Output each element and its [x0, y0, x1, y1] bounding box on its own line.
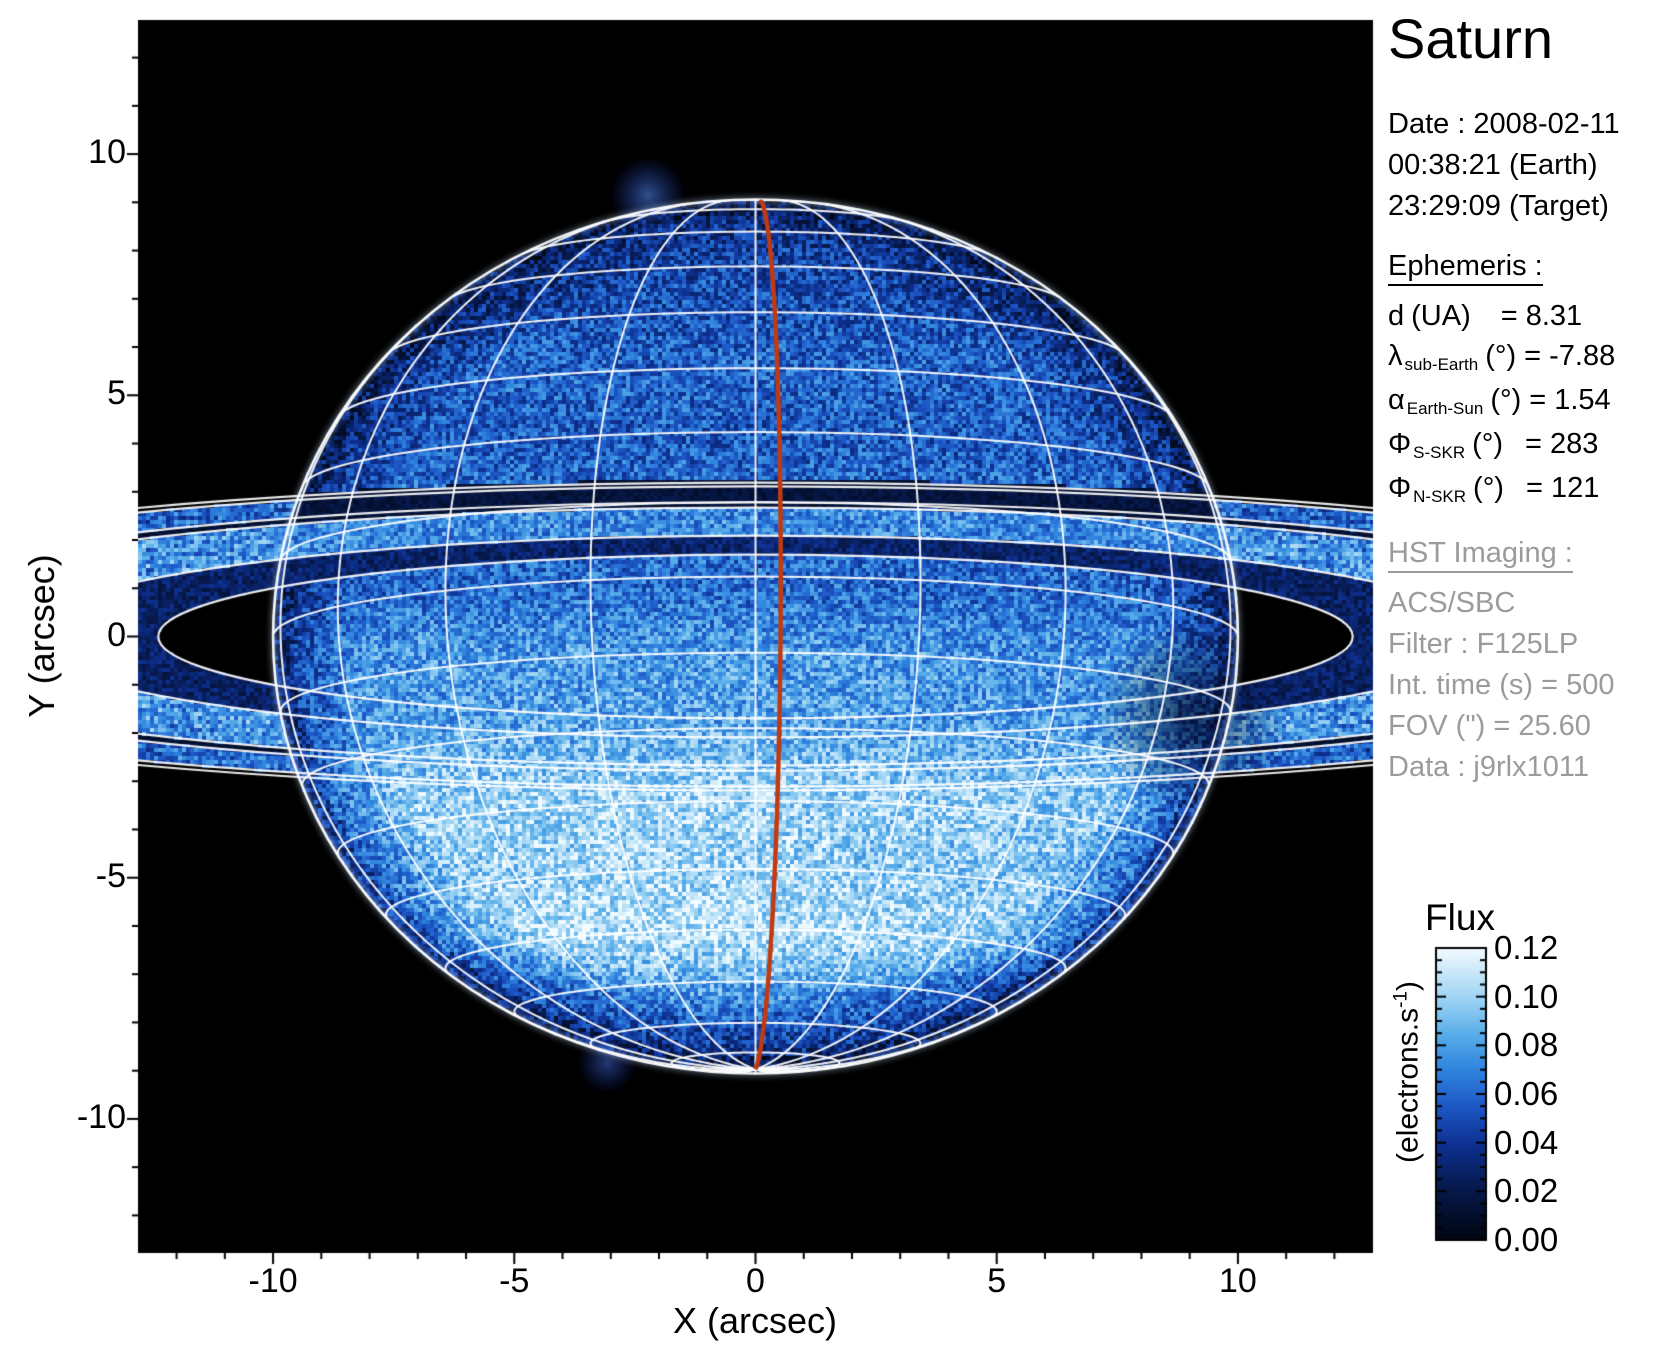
colorbar-tick-label: 0.02	[1494, 1172, 1559, 1210]
x-tick-label: 10	[1219, 1262, 1257, 1300]
obs-date: Date : 2008-02-11	[1388, 108, 1620, 140]
y-tick-label: -5	[95, 856, 126, 895]
ephemeris-row: α Earth-Sun (°) = 1.54	[1388, 384, 1611, 418]
ephemeris-heading: Ephemeris :	[1388, 249, 1543, 286]
hst-lines: ACS/SBC Filter : F125LP Int. time (s) = 50…	[1388, 583, 1670, 788]
hst-line: Data : j9rlx1011	[1388, 751, 1589, 783]
hst-line: Int. time (s) = 500	[1388, 669, 1615, 701]
ephemeris-block: Ephemeris : d (UA) = 8.31 λ sub-Earth (°) = -7…	[1388, 249, 1670, 512]
colorbar-tick-label: 0.12	[1494, 929, 1559, 966]
ephemeris-row: Φ S-SKR (°) = 283	[1388, 428, 1599, 462]
y-tick-label: 5	[107, 374, 126, 413]
y-tick-label: -10	[76, 1097, 126, 1136]
hst-heading: HST Imaging :	[1388, 536, 1573, 573]
ephemeris-row: d (UA) = 8.31	[1388, 300, 1583, 332]
obs-time-earth: 00:38:21 (Earth)	[1388, 149, 1598, 181]
obs-time-target: 23:29:09 (Target)	[1388, 190, 1609, 222]
ephemeris-row: λ sub-Earth (°) = -7.88	[1388, 340, 1616, 374]
colorbar-tick-label: 0.06	[1494, 1075, 1559, 1112]
x-tick-label: -10	[248, 1262, 298, 1300]
hst-line: ACS/SBC	[1388, 587, 1516, 619]
x-tick-label: 5	[987, 1262, 1007, 1300]
observation-block: Date : 2008-02-11 00:38:21 (Earth) 23:29…	[1388, 104, 1670, 227]
info-panel: Saturn Date : 2008-02-11 00:38:21 (Earth…	[1388, 8, 1670, 788]
ephemeris-row: Φ N-SKR (°) = 121	[1388, 472, 1600, 506]
page-title: Saturn	[1388, 7, 1553, 70]
hst-line: Filter : F125LP	[1388, 628, 1579, 660]
x-tick-label: 0	[746, 1262, 765, 1300]
colorbar-unit-label: (electrons.s-1)	[1390, 981, 1425, 1163]
colorbar-tick-label: 0.04	[1494, 1123, 1559, 1161]
colorbar-tick-label: 0.10	[1494, 977, 1559, 1015]
ephemeris-rows: d (UA) = 8.31 λ sub-Earth (°) = -7.88 α Earth-Su…	[1388, 296, 1670, 512]
y-tick-label: 0	[107, 615, 126, 654]
colorbar-title: Flux	[1425, 897, 1495, 938]
colorbar-tick-label: 0.00	[1494, 1221, 1559, 1258]
x-axis-title: X (arcsec)	[672, 1300, 838, 1341]
hst-line: FOV (") = 25.60	[1388, 710, 1591, 742]
colorbar-tick-label: 0.08	[1494, 1026, 1559, 1064]
y-tick-label: 10	[88, 133, 126, 172]
hst-imaging-block: HST Imaging : ACS/SBC Filter : F125LP Int.…	[1388, 536, 1670, 788]
x-tick-label: -5	[499, 1262, 530, 1300]
